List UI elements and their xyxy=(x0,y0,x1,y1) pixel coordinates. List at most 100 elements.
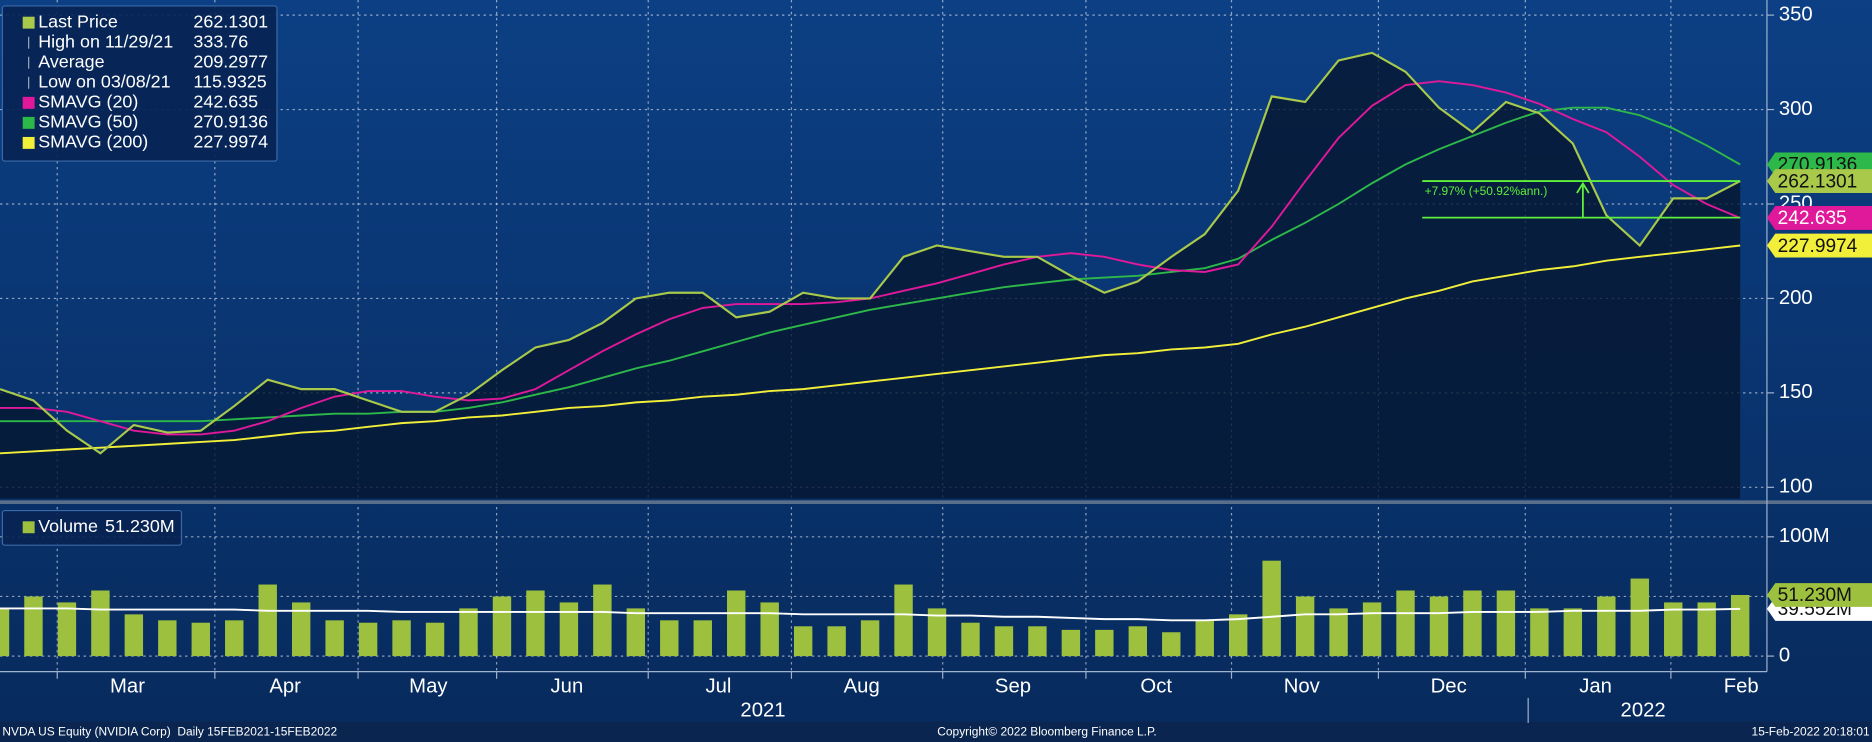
volume-bar xyxy=(124,614,144,657)
line-series xyxy=(0,51,1741,455)
x-tick-label: Nov xyxy=(1284,675,1321,697)
volume-bar xyxy=(1362,602,1382,657)
x-tick-label: Sep xyxy=(995,675,1031,697)
legend-label: Volume xyxy=(38,516,98,536)
price-tag-label: 242.635 xyxy=(1778,208,1847,229)
volume-bar xyxy=(1028,626,1047,657)
year-label: 2021 xyxy=(740,699,785,721)
legend-label: Low on 03/08/21 xyxy=(38,72,170,92)
volume-bar xyxy=(0,608,10,657)
volume-bar xyxy=(57,602,77,657)
volume-bar xyxy=(1128,626,1148,657)
y-tick-label: 100 xyxy=(1779,476,1813,498)
legend-box xyxy=(1,509,183,546)
y-tick-label: 200 xyxy=(1779,287,1813,309)
x-tick-label: Apr xyxy=(269,675,301,697)
footer-center: Copyright© 2022 Bloomberg Finance L.P. xyxy=(937,725,1156,739)
x-tick-label: Jun xyxy=(551,675,584,697)
legend-swatch xyxy=(22,96,35,109)
volume-bar xyxy=(860,620,880,657)
volume-bar xyxy=(793,626,813,657)
volume-bar xyxy=(225,620,244,657)
volume-bar xyxy=(660,620,679,657)
arrow-head xyxy=(1576,181,1590,194)
volume-bar xyxy=(1295,596,1315,657)
volume-bar xyxy=(459,608,478,657)
legend-swatch xyxy=(22,136,35,149)
volume-bar xyxy=(760,602,779,657)
footer-left: NVDA US Equity (NVIDIA Corp) Daily 15FEB… xyxy=(2,725,337,739)
x-tick-label: Mar xyxy=(110,675,145,697)
volume-bar xyxy=(158,620,177,657)
volume-bar xyxy=(526,590,545,657)
x-tick-label: Aug xyxy=(844,675,880,697)
legend-label: SMAVG (50) xyxy=(38,112,138,132)
volume-bar xyxy=(593,584,612,657)
volume-bar xyxy=(1095,629,1114,657)
line-series xyxy=(0,244,1741,455)
volume-bar xyxy=(1396,590,1415,657)
legend-label: Average xyxy=(38,51,104,71)
legend-swatch xyxy=(22,116,35,129)
volume-bar xyxy=(1496,590,1516,657)
volume-bar xyxy=(1262,560,1281,657)
footer-bar xyxy=(0,721,1872,742)
line-series xyxy=(0,106,1741,423)
price-tag-label: 227.9974 xyxy=(1778,236,1858,257)
volume-bar xyxy=(358,622,378,657)
price-area xyxy=(0,52,1741,499)
x-tick-label: Dec xyxy=(1431,675,1467,697)
y-tick-label: 300 xyxy=(1779,98,1813,120)
legend-value: 51.230M xyxy=(105,516,175,536)
legend-label: High on 11/29/21 xyxy=(38,31,173,51)
legend-value: 333.76 xyxy=(193,31,248,51)
volume-bar xyxy=(191,622,210,657)
volume-bar xyxy=(1630,578,1649,657)
y-tick-label: 0 xyxy=(1779,644,1790,666)
volume-bar xyxy=(1697,602,1716,657)
legend-swatch xyxy=(22,16,35,29)
volume-bar xyxy=(291,602,311,657)
legend-label: SMAVG (20) xyxy=(38,92,138,112)
legend-value: 270.9136 xyxy=(193,112,268,132)
price-tag xyxy=(1766,169,1872,194)
footer-right: 15-Feb-2022 20:18:01 xyxy=(1752,725,1870,739)
volume-average xyxy=(0,607,1741,622)
volume-bar xyxy=(1730,594,1750,657)
x-tick-label: May xyxy=(409,675,448,697)
y-tick-label: 350 xyxy=(1779,3,1813,25)
volume-bar xyxy=(24,596,43,657)
legend-box xyxy=(1,5,278,162)
volume-bar xyxy=(425,622,445,657)
volume-bar xyxy=(392,620,411,657)
x-tick-label: Jul xyxy=(706,675,732,697)
volume-tag-label: 51.230M xyxy=(1778,585,1852,606)
volume-bar xyxy=(1563,608,1583,657)
legend-value: 242.635 xyxy=(193,92,258,112)
y-tick-label: 150 xyxy=(1779,381,1813,403)
legend-value: 115.9325 xyxy=(193,72,266,92)
volume-bar xyxy=(1228,614,1248,657)
volume-bar xyxy=(559,602,579,657)
volume-tag xyxy=(1766,583,1872,607)
volume-bar xyxy=(961,622,980,657)
price-tag xyxy=(1766,205,1872,230)
legend-value: 262.1301 xyxy=(193,11,268,31)
year-label: 2022 xyxy=(1621,699,1666,721)
legend-label: Last Price xyxy=(38,11,118,31)
volume-bar xyxy=(492,596,512,657)
x-tick-label: Oct xyxy=(1140,675,1172,697)
x-tick-label: Jan xyxy=(1579,675,1612,697)
volume-bar xyxy=(91,590,110,657)
volume-bar xyxy=(1061,629,1081,657)
volume-bar xyxy=(1329,608,1348,657)
volume-bar xyxy=(1463,590,1482,657)
legend-label: SMAVG (200) xyxy=(38,132,148,152)
volume-bar xyxy=(626,608,646,657)
y-tick-label: 100M xyxy=(1779,525,1830,547)
legend-swatch xyxy=(22,521,35,534)
volume-bar xyxy=(1429,596,1449,657)
price-tag-label: 262.1301 xyxy=(1778,171,1858,192)
volume-bar xyxy=(927,608,947,657)
